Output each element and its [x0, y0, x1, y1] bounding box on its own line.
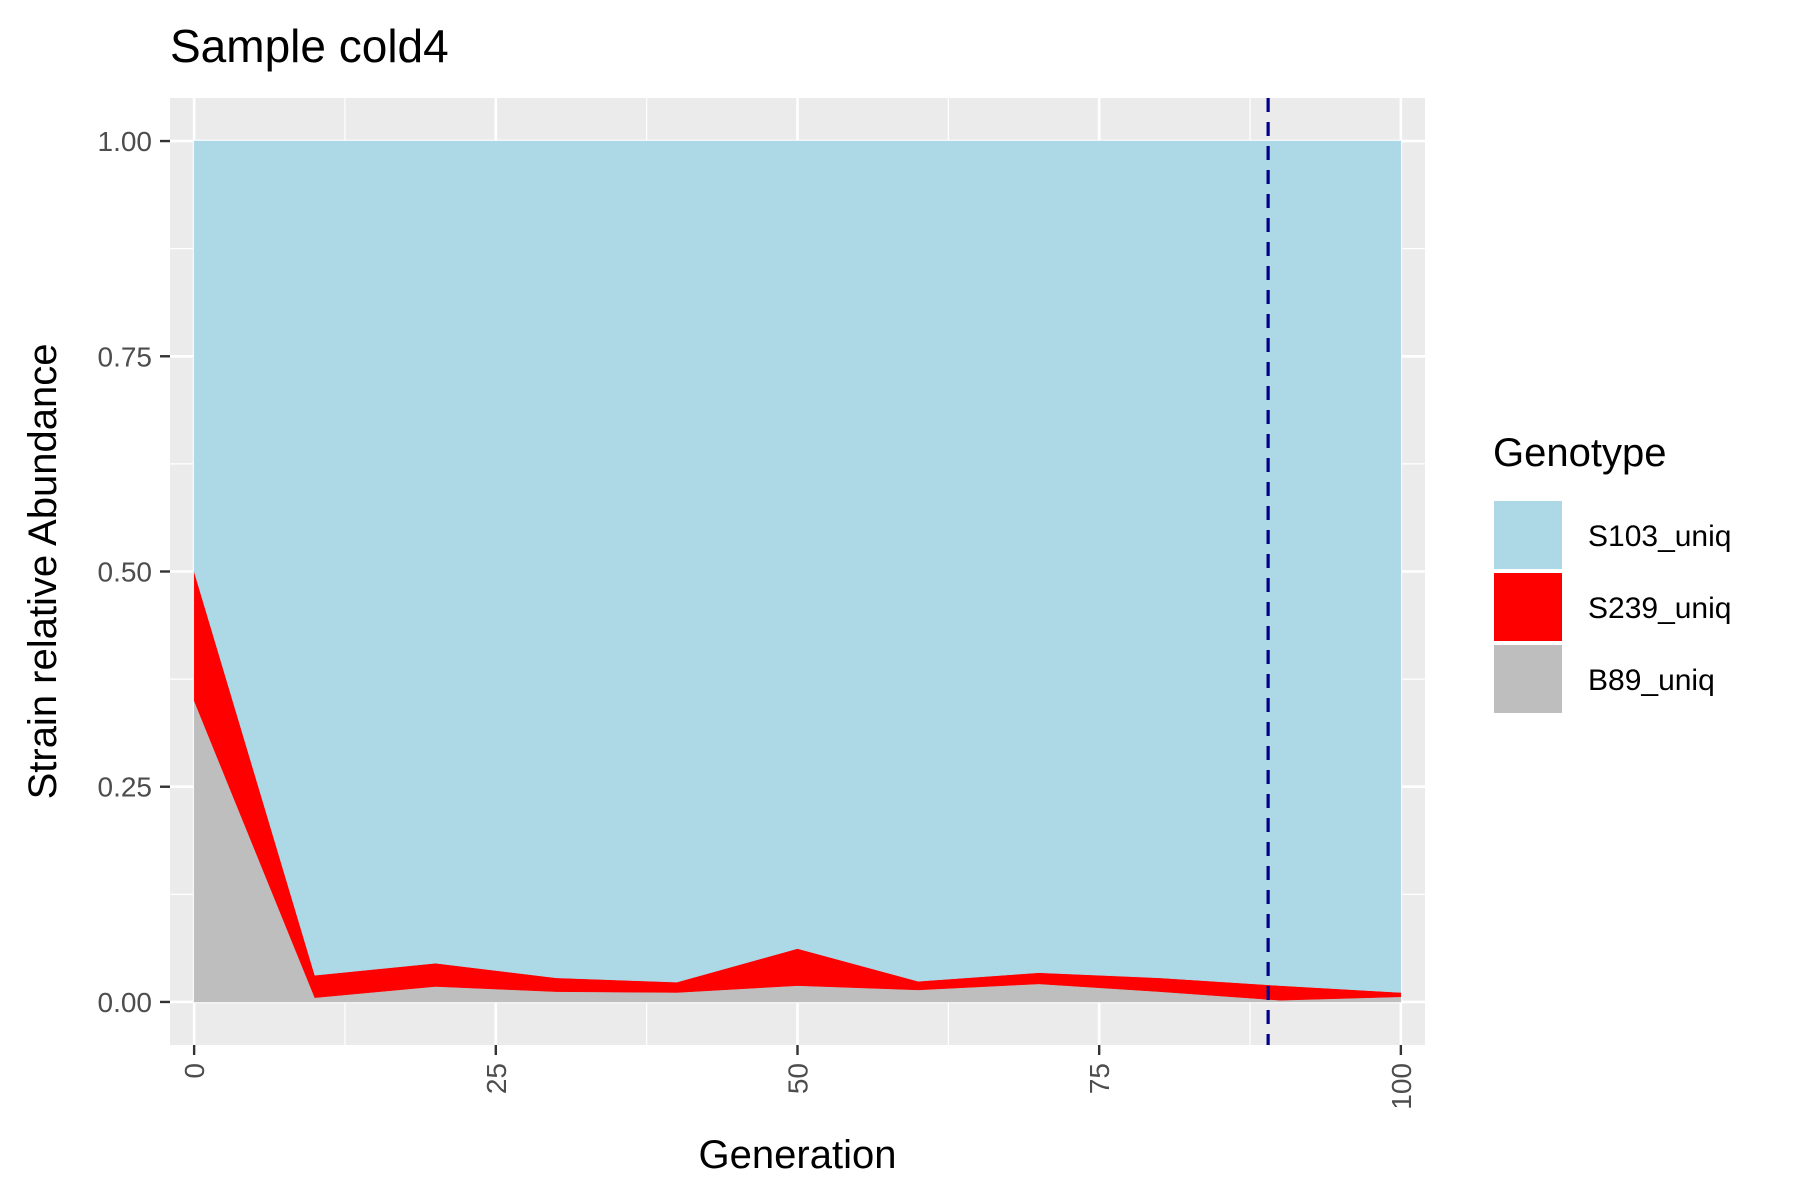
x-tick-label: 0 [179, 1063, 210, 1079]
legend-label: B89_uniq [1588, 664, 1715, 697]
x-tick-label: 100 [1386, 1063, 1417, 1110]
legend: Genotype S103_uniq S239_uniq B89_uniq [1492, 431, 1731, 715]
y-tick-label: 0.75 [98, 341, 153, 372]
legend-label: S103_uniq [1588, 520, 1731, 553]
area-S103_uniq [193, 140, 1402, 993]
legend-items: S103_uniq S239_uniq B89_uniq [1492, 499, 1731, 715]
legend-label: S239_uniq [1588, 592, 1731, 625]
y-tick-label: 0.00 [98, 987, 153, 1018]
x-tick-label: 75 [1084, 1063, 1115, 1094]
y-tick-label: 0.25 [98, 772, 153, 803]
area-series [193, 140, 1402, 1003]
x-axis-title: Generation [699, 1133, 897, 1177]
legend-swatch [1492, 571, 1564, 643]
legend-swatch [1492, 643, 1564, 715]
y-tick-label: 0.50 [98, 557, 153, 588]
legend-title: Genotype [1493, 431, 1666, 475]
x-tick-label: 50 [783, 1063, 814, 1094]
chart-title: Sample cold4 [170, 20, 449, 72]
y-tick-label: 1.00 [98, 126, 153, 157]
x-tick-label: 25 [481, 1063, 512, 1094]
y-axis: 0.00 0.25 0.50 0.75 1.00 [98, 126, 170, 1018]
legend-swatch [1492, 499, 1564, 571]
y-axis-title: Strain relative Abundance [21, 344, 65, 800]
x-axis: 0 25 50 75 100 [179, 1045, 1417, 1110]
